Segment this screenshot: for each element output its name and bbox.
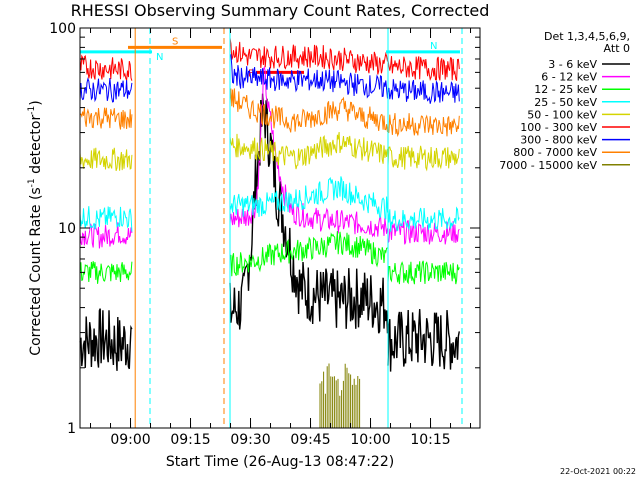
legend-label: 800 - 7000 keV <box>513 146 597 159</box>
series-layer <box>79 37 460 428</box>
flag-label: N <box>156 52 163 63</box>
y-tick-label: 10 <box>58 221 76 237</box>
series-line <box>79 107 133 130</box>
series-line <box>79 54 133 82</box>
series-7000-15000-kev <box>319 363 361 428</box>
flag-label: S <box>172 36 178 47</box>
series-line <box>229 54 388 99</box>
x-axis-title: Start Time (26-Aug-13 08:47:22) <box>166 454 394 470</box>
flag-n: N <box>386 41 460 54</box>
x-tick-label: 09:45 <box>290 432 330 448</box>
y-axis-title-main: Corrected Count Rate (s <box>28 187 44 355</box>
legend-label: 50 - 100 keV <box>527 108 597 121</box>
series-line <box>229 176 388 220</box>
series-12-25-kev <box>79 231 460 285</box>
legend-header-line2: Att 0 <box>604 42 630 55</box>
legend-entry-3-6-kev: 3 - 6 keV <box>548 58 630 71</box>
series-line <box>79 308 133 371</box>
series-50-100-kev <box>79 131 460 172</box>
series-line <box>387 56 460 81</box>
series-line <box>319 363 361 428</box>
legend-label: 12 - 25 keV <box>534 83 597 96</box>
series-line <box>387 206 460 232</box>
y-axis-title-end: ) <box>28 100 44 105</box>
vlines-layer <box>134 28 463 428</box>
y-axis-title-sup1: -1 <box>27 178 37 187</box>
footer-date: 22-Oct-2021 00:22 <box>560 467 636 476</box>
series-line <box>79 261 133 284</box>
x-tick-label: 09:30 <box>230 432 270 448</box>
x-tick-label: 09:15 <box>170 432 210 448</box>
series-line <box>387 79 460 104</box>
legend-header-line1: Det 1,3,4,5,6,9, <box>544 30 630 43</box>
y-tick-label: 100 <box>49 21 76 37</box>
series-line <box>229 131 388 170</box>
series-25-50-kev <box>79 176 460 232</box>
legend-label: 7000 - 15000 keV <box>499 159 597 172</box>
legend-entry-300-800-kev: 300 - 800 keV <box>520 134 630 147</box>
y-axis-title-sup2: -1 <box>27 106 37 115</box>
x-tick-label: 10:00 <box>350 432 390 448</box>
series-line <box>229 231 388 277</box>
legend-label: 6 - 12 keV <box>541 71 597 84</box>
legend-entry-800-7000-kev: 800 - 7000 keV <box>513 146 630 159</box>
legend-label: 3 - 6 keV <box>548 58 597 71</box>
series-300-800-kev <box>79 54 460 104</box>
x-tick-label: 09:00 <box>110 432 150 448</box>
series-line <box>79 77 133 103</box>
x-tick-label: 10:15 <box>410 432 450 448</box>
series-line <box>79 147 133 172</box>
series-line <box>387 260 460 285</box>
y-ticks: 1 10 100 <box>49 21 480 437</box>
flag-label: N <box>430 41 437 52</box>
chart-title: RHESSI Observing Summary Count Rates, Co… <box>71 1 490 20</box>
y-axis-title: Corrected Count Rate (s-1 detector-1) <box>27 100 44 355</box>
series-line <box>79 222 133 249</box>
legend-entry-25-50-kev: 25 - 50 keV <box>534 96 630 109</box>
series-800-7000-kev <box>79 88 460 138</box>
x-ticks: 09:00 09:15 09:30 09:45 10:00 10:15 <box>90 28 472 448</box>
series-line <box>387 309 460 372</box>
flag-label: F <box>248 68 254 79</box>
series-line <box>229 88 388 133</box>
legend-entry-12-25-kev: 12 - 25 keV <box>534 83 630 96</box>
series-line <box>387 113 460 138</box>
y-tick-label: 1 <box>67 421 76 437</box>
flag-n: N <box>80 50 163 63</box>
legend-label: 100 - 300 keV <box>520 121 597 134</box>
flag-s: S <box>128 36 222 49</box>
y-axis-title-mid: detector <box>28 115 44 179</box>
legend-label: 25 - 50 keV <box>534 96 597 109</box>
legend-entry-100-300-kev: 100 - 300 keV <box>520 121 630 134</box>
legend-entry-6-12-kev: 6 - 12 keV <box>541 71 630 84</box>
series-line <box>79 206 133 232</box>
series-line <box>229 37 388 75</box>
series-line <box>387 145 460 172</box>
legend-label: 300 - 800 keV <box>520 134 597 147</box>
flag-f: F <box>248 68 304 79</box>
legend-entry-7000-15000-kev: 7000 - 15000 keV <box>499 159 630 172</box>
legend-entry-50-100-kev: 50 - 100 keV <box>527 108 630 121</box>
series-100-300-kev <box>79 37 460 82</box>
